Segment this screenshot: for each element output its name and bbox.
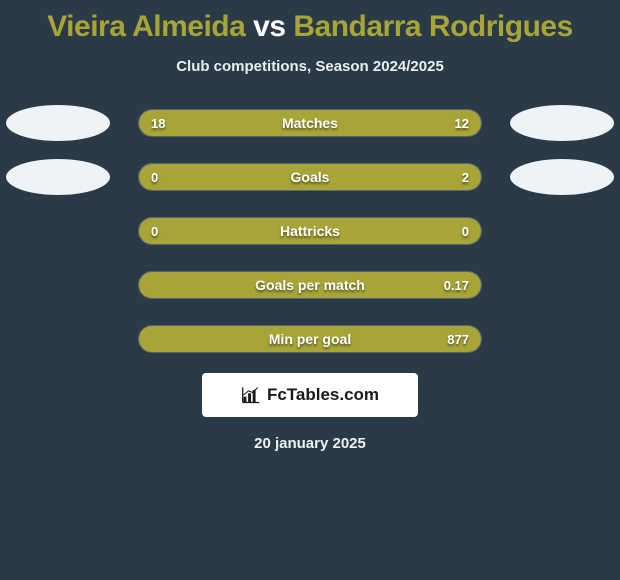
bar-fill-player2 bbox=[199, 164, 481, 190]
stat-row: Hattricks00 bbox=[0, 213, 620, 249]
bar-fill-player1 bbox=[139, 164, 201, 190]
stat-row: Goals02 bbox=[0, 159, 620, 195]
title-vs: vs bbox=[253, 10, 285, 43]
site-logo[interactable]: FcTables.com bbox=[202, 373, 418, 417]
player1-avatar bbox=[6, 159, 110, 195]
player2-avatar bbox=[510, 105, 614, 141]
comparison-area: Matches1812 Goals02 Hattricks00 Goals per m… bbox=[0, 105, 620, 357]
avatar-spacer bbox=[6, 267, 110, 303]
title-player2: Bandarra Rodrigues bbox=[293, 10, 572, 43]
stat-bar: Goals per match0.17 bbox=[138, 271, 482, 299]
avatar-spacer bbox=[510, 267, 614, 303]
comparison-card: Vieira Almeida vs Bandarra Rodrigues Clu… bbox=[0, 0, 620, 452]
title-player1: Vieira Almeida bbox=[47, 10, 245, 43]
stat-bar: Hattricks00 bbox=[138, 217, 482, 245]
stat-bar: Min per goal877 bbox=[138, 325, 482, 353]
bar-fill-player2 bbox=[138, 326, 481, 352]
player2-avatar bbox=[510, 159, 614, 195]
avatar-spacer bbox=[510, 321, 614, 357]
avatar-spacer bbox=[6, 321, 110, 357]
bar-fill-player2 bbox=[138, 272, 481, 298]
logo-text: FcTables.com bbox=[267, 385, 379, 405]
subtitle: Club competitions, Season 2024/2025 bbox=[176, 58, 444, 75]
stat-row: Matches1812 bbox=[0, 105, 620, 141]
bar-chart-icon bbox=[241, 385, 261, 405]
date-text: 20 january 2025 bbox=[254, 435, 366, 452]
bar-fill-player2 bbox=[138, 218, 481, 244]
stat-row: Min per goal877 bbox=[0, 321, 620, 357]
stat-row: Goals per match0.17 bbox=[0, 267, 620, 303]
stat-bar: Goals02 bbox=[138, 163, 482, 191]
page-title: Vieira Almeida vs Bandarra Rodrigues bbox=[47, 10, 573, 44]
player1-avatar bbox=[6, 105, 110, 141]
avatar-spacer bbox=[6, 213, 110, 249]
bar-fill-player1 bbox=[139, 110, 339, 136]
bar-fill-player2 bbox=[337, 110, 481, 136]
avatar-spacer bbox=[510, 213, 614, 249]
stat-bar: Matches1812 bbox=[138, 109, 482, 137]
